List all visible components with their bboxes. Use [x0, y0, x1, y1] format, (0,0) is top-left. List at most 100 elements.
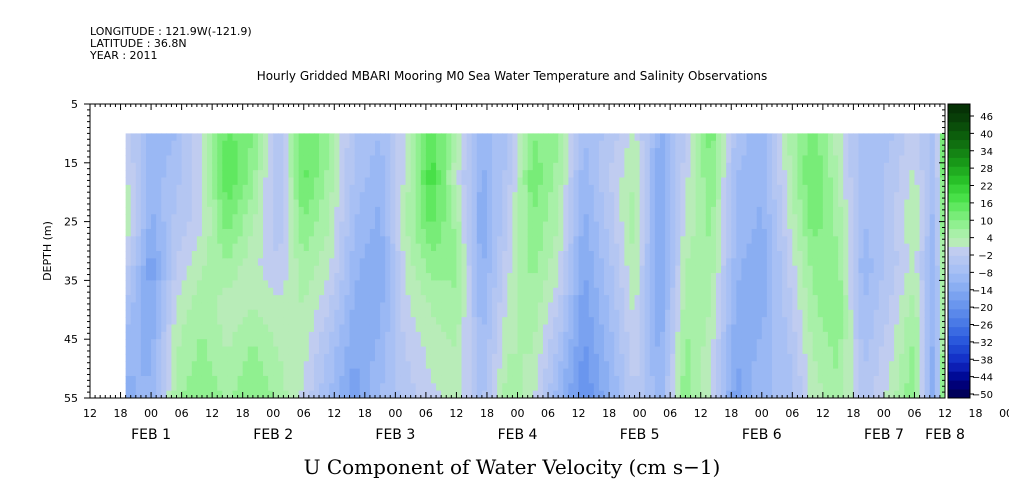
heatmap-cell	[573, 375, 580, 384]
heatmap-cell	[578, 280, 585, 289]
heatmap-cell	[512, 331, 519, 340]
heatmap-cell	[232, 287, 239, 296]
heatmap-cell	[736, 221, 743, 230]
heatmap-cell	[619, 368, 625, 377]
heatmap-cell	[400, 155, 407, 164]
heatmap-cell	[181, 339, 188, 348]
heatmap-cell	[283, 295, 290, 304]
heatmap-cell	[339, 375, 346, 384]
heatmap-cell	[680, 170, 687, 179]
heatmap-cell	[410, 140, 417, 149]
heatmap-cell	[639, 140, 646, 149]
heatmap-cell	[542, 258, 549, 267]
heatmap-cell	[156, 287, 162, 296]
heatmap-cell	[593, 177, 600, 186]
heatmap-cell	[812, 228, 819, 237]
heatmap-cell	[553, 148, 559, 157]
heatmap-cell	[390, 295, 396, 304]
heatmap-cell	[548, 390, 554, 398]
heatmap-cell	[405, 258, 412, 267]
heatmap-cell	[217, 214, 223, 223]
heatmap-cell	[644, 192, 651, 201]
heatmap-cell	[278, 331, 284, 340]
heatmap-cell	[634, 162, 641, 171]
heatmap-cell	[644, 184, 651, 193]
heatmap-cell	[273, 206, 279, 215]
heatmap-cell	[385, 280, 391, 289]
heatmap-cell	[273, 148, 279, 157]
heatmap-cell	[390, 258, 396, 267]
heatmap-cell	[237, 265, 244, 274]
heatmap-cell	[660, 170, 666, 179]
heatmap-cell	[502, 155, 508, 164]
heatmap-cell	[700, 133, 707, 142]
heatmap-cell	[212, 353, 218, 362]
heatmap-cell	[726, 287, 732, 296]
heatmap-cell	[263, 258, 269, 267]
heatmap-cell	[685, 258, 692, 267]
heatmap-cell	[802, 177, 809, 186]
heatmap-cell	[593, 155, 600, 164]
heatmap-cell	[293, 148, 300, 157]
heatmap-cell	[721, 309, 727, 318]
heatmap-cell	[400, 162, 407, 171]
heatmap-cell	[196, 243, 203, 252]
heatmap-cell	[405, 192, 412, 201]
heatmap-cell	[161, 214, 167, 223]
heatmap-cell	[446, 273, 452, 281]
heatmap-cell	[675, 236, 681, 245]
heatmap-cell	[186, 287, 193, 296]
heatmap-cell	[517, 236, 524, 245]
heatmap-cell	[369, 258, 376, 267]
heatmap-cell	[695, 287, 702, 296]
heatmap-cell	[746, 309, 753, 318]
heatmap-cell	[598, 214, 605, 223]
heatmap-cell	[436, 273, 442, 281]
heatmap-cell	[604, 236, 610, 245]
heatmap-cell	[135, 170, 142, 179]
heatmap-cell	[176, 133, 183, 142]
heatmap-cell	[792, 383, 799, 392]
heatmap-cell	[375, 192, 381, 201]
heatmap-cell	[726, 317, 732, 326]
heatmap-cell	[476, 184, 483, 193]
heatmap-cell	[441, 214, 447, 223]
heatmap-cell	[181, 383, 188, 392]
heatmap-cell	[380, 383, 386, 392]
heatmap-cell	[166, 295, 173, 304]
heatmap-cell	[614, 184, 620, 193]
heatmap-cell	[405, 251, 412, 259]
longitude-line: LONGITUDE : 121.9W(-121.9)	[90, 25, 252, 38]
heatmap-cell	[430, 251, 437, 259]
heatmap-cell	[191, 324, 198, 333]
heatmap-cell	[461, 184, 468, 193]
heatmap-cell	[715, 273, 722, 281]
heatmap-cell	[756, 214, 763, 223]
heatmap-cell	[532, 273, 539, 281]
heatmap-cell	[201, 368, 208, 377]
heatmap-cell	[237, 221, 244, 230]
heatmap-cell	[563, 177, 569, 186]
heatmap-cell	[171, 324, 178, 333]
heatmap-cell	[568, 302, 575, 311]
heatmap-cell	[639, 214, 646, 223]
heatmap-cell	[756, 331, 763, 340]
heatmap-cell	[273, 339, 279, 348]
heatmap-cell	[654, 375, 661, 384]
heatmap-cell	[629, 353, 636, 362]
heatmap-cell	[456, 273, 463, 281]
heatmap-cell	[751, 353, 758, 362]
heatmap-cell	[690, 346, 697, 355]
heatmap-cell	[156, 170, 162, 179]
heatmap-cell	[380, 177, 386, 186]
heatmap-cell	[486, 162, 493, 171]
heatmap-cell	[746, 214, 753, 223]
heatmap-cell	[822, 177, 829, 186]
heatmap-cell	[161, 162, 167, 171]
heatmap-cell	[817, 383, 824, 392]
heatmap-cell	[207, 309, 213, 318]
heatmap-cell	[430, 317, 437, 326]
heatmap-cell	[196, 295, 203, 304]
heatmap-cell	[537, 192, 544, 201]
heatmap-cell	[675, 280, 681, 289]
